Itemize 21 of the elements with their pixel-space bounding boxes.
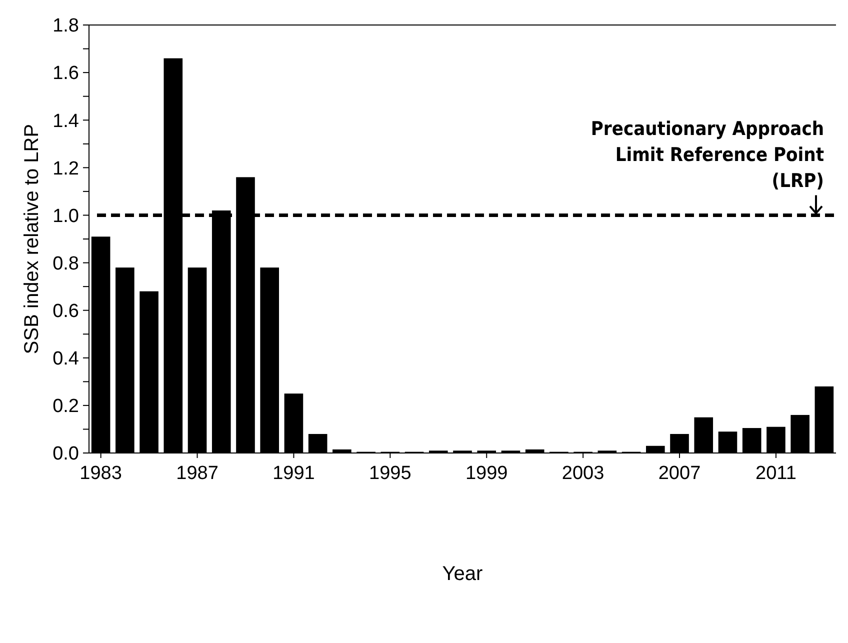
ref-line-label: Precautionary Approach Limit Reference Point (LRP) (590, 118, 824, 192)
x-axis-title: Year (442, 563, 484, 585)
y-tick-label: 0.4 (52, 348, 80, 370)
y-tick-label: 1.0 (52, 206, 79, 227)
y-axis-title: SSB index relative to LRP (21, 124, 43, 354)
y-tick-label: 1.8 (52, 16, 79, 37)
y-tick-label: 1.2 (52, 158, 79, 180)
x-tick-label: 1995 (369, 463, 412, 484)
x-tick-label: 1991 (272, 463, 315, 484)
y-tick-label: 0.6 (52, 300, 79, 322)
y-tick-label: 0.8 (52, 253, 79, 274)
x-tick-label: 2003 (562, 463, 604, 484)
y-tick-label: 1.6 (52, 63, 79, 84)
x-tick-label: 2007 (658, 463, 701, 484)
y-tick-label: 1.4 (52, 110, 80, 132)
x-tick-label: 1999 (465, 463, 508, 484)
y-tick-label: 0.2 (52, 396, 79, 418)
y-tick-label: 0.0 (52, 444, 79, 465)
x-tick-label: 2011 (756, 463, 796, 484)
x-tick-label: 1983 (80, 463, 122, 484)
x-tick-label: 1987 (176, 463, 218, 484)
